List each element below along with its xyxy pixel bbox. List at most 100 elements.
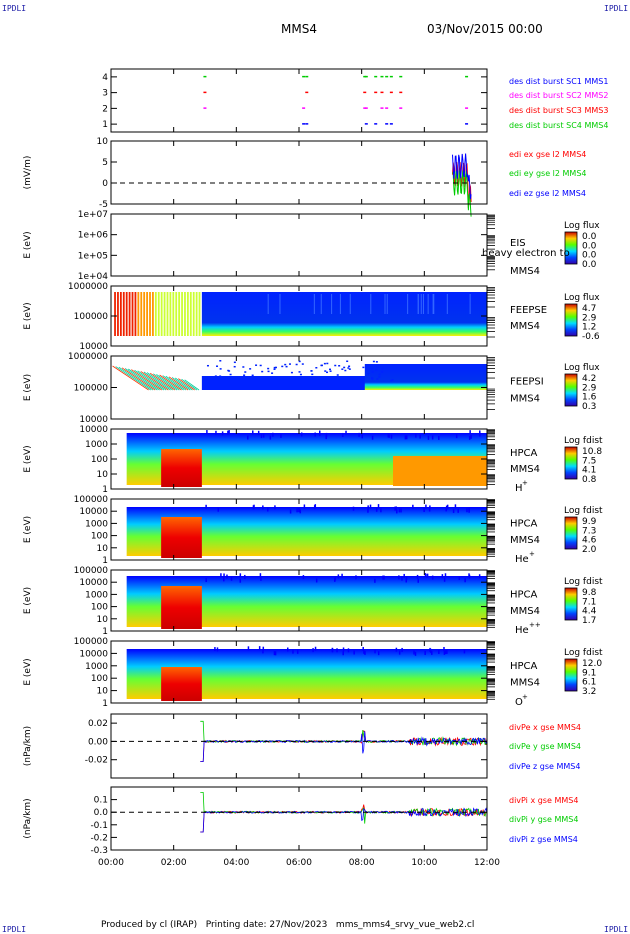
legend-entry: divPi z gse MMS4 xyxy=(509,835,578,844)
feepsi-noise xyxy=(334,364,337,367)
feepse-noise xyxy=(349,294,351,314)
feepsi-streak xyxy=(146,372,173,391)
feepse-stripe xyxy=(140,292,143,336)
hpca-noise xyxy=(404,435,407,440)
hpca-noise xyxy=(445,505,448,510)
burst-mark xyxy=(385,75,389,78)
feepse-stripe xyxy=(186,292,189,336)
hpca-noise xyxy=(367,508,369,513)
colorbar-tick-label: 1.7 xyxy=(582,616,596,626)
y-tick-label: 5 xyxy=(102,158,108,168)
feepsi-noise xyxy=(299,373,302,376)
hpca-noise xyxy=(296,649,299,654)
hpca-noise xyxy=(395,647,398,652)
spacecraft-title: MMS4 xyxy=(281,22,317,36)
colorbar-tick-label: 0.0 xyxy=(582,251,597,261)
colorbar-tick-label: 0.8 xyxy=(582,475,597,485)
burst-mark xyxy=(385,123,389,125)
colorbar-title: Log flux xyxy=(564,221,600,231)
y-tick-label: 0.02 xyxy=(88,719,108,729)
feepsi-noise xyxy=(371,371,374,373)
feepsi-noise xyxy=(249,368,252,370)
colorbar-tick-label: 0.0 xyxy=(582,232,597,242)
y-tick-label: 10000 xyxy=(79,415,108,425)
hpca-noise xyxy=(289,509,292,514)
feepsi-noise xyxy=(230,378,233,380)
feepsi-noise xyxy=(267,367,270,370)
feepsi-streak xyxy=(118,366,154,391)
hpca-noise xyxy=(352,506,355,511)
hpca-noise xyxy=(331,648,334,653)
feepsi-streak xyxy=(156,374,180,391)
feepsi-noise xyxy=(375,361,378,363)
hpca-noise xyxy=(314,646,317,651)
colorbar-tick-label: 9.1 xyxy=(582,668,596,678)
colorbar-tick-label: 4.2 xyxy=(582,374,596,384)
y-tick-label: -5 xyxy=(99,200,108,210)
colorbar-tick-label: 4.6 xyxy=(582,536,597,546)
hpca-noise xyxy=(358,432,360,437)
panel-label: MMS4 xyxy=(510,464,540,475)
hpca-hot-region xyxy=(161,667,202,701)
hpca-noise xyxy=(369,504,372,509)
hpca-noise xyxy=(428,507,431,512)
x-tick-label: 10:00 xyxy=(411,858,437,868)
hpca-noise xyxy=(274,505,276,510)
feepse-stripe xyxy=(192,292,195,336)
hpca-noise xyxy=(396,509,398,514)
hpca-noise xyxy=(267,507,269,512)
hpca-noise xyxy=(314,432,316,437)
legend-entry: edi ez gse l2 MMS4 xyxy=(509,189,586,198)
hpca-noise xyxy=(441,574,444,579)
feepsi-noise xyxy=(229,373,232,376)
species-label: He xyxy=(515,554,529,565)
feepsi-noise xyxy=(326,371,329,374)
colorbar-tick-label: 0.0 xyxy=(582,260,597,270)
colorbar-tick-label: 12.0 xyxy=(582,659,602,669)
panel-label: HPCA xyxy=(510,589,538,600)
feepse-noise xyxy=(331,294,333,314)
y-tick-label: 1 xyxy=(102,120,108,130)
panel-label: EIS xyxy=(510,238,526,249)
feepsi-noise xyxy=(390,379,393,382)
feepse-noise xyxy=(446,294,448,314)
feepse-noise xyxy=(469,294,471,314)
colorbar-tick-label: 9.9 xyxy=(582,517,597,527)
feepsi-noise xyxy=(370,367,373,370)
hpca-noise xyxy=(206,430,208,435)
hpca-hot-region xyxy=(161,517,202,558)
panel-label: MMS4 xyxy=(510,266,540,277)
panel-frame xyxy=(110,786,488,851)
hpca-noise xyxy=(398,650,401,655)
hpca-noise xyxy=(226,574,228,579)
y-tick-label: 100000 xyxy=(74,566,109,576)
hpca-noise xyxy=(314,504,317,509)
hpca-noise xyxy=(216,647,219,652)
burst-mark xyxy=(465,75,469,78)
panel-label: HPCA xyxy=(510,661,538,672)
divp-series-line xyxy=(200,730,488,762)
hpca-noise xyxy=(443,650,446,655)
y-tick-label: 0.1 xyxy=(94,796,108,806)
y-tick-label: 3 xyxy=(102,89,108,99)
hpca-noise xyxy=(223,573,225,578)
feepsi-streak xyxy=(184,379,200,391)
colorbar-tick-label: 9.8 xyxy=(582,588,597,598)
colorbar-title: Log fdist xyxy=(564,436,603,446)
hpca-noise xyxy=(443,577,446,582)
species-charge: ++ xyxy=(529,621,541,629)
feepsi-noise xyxy=(301,363,304,365)
feepsi-noise xyxy=(381,371,384,373)
hpca-noise xyxy=(260,434,263,439)
hpca-noise xyxy=(247,646,250,651)
feepse-noise xyxy=(386,294,388,314)
y-tick-label: 100 xyxy=(91,455,108,465)
feepsi-noise xyxy=(298,360,301,363)
legend-entry: edi ey gse l2 MMS4 xyxy=(509,169,587,178)
hpca-noise xyxy=(377,651,380,656)
legend-entry: des dist burst SC2 MMS2 xyxy=(509,91,608,100)
feepsi-noise xyxy=(367,372,370,375)
feepse-stripe xyxy=(175,292,178,336)
feepsi-noise xyxy=(338,365,341,367)
hpca-noise xyxy=(325,435,327,440)
